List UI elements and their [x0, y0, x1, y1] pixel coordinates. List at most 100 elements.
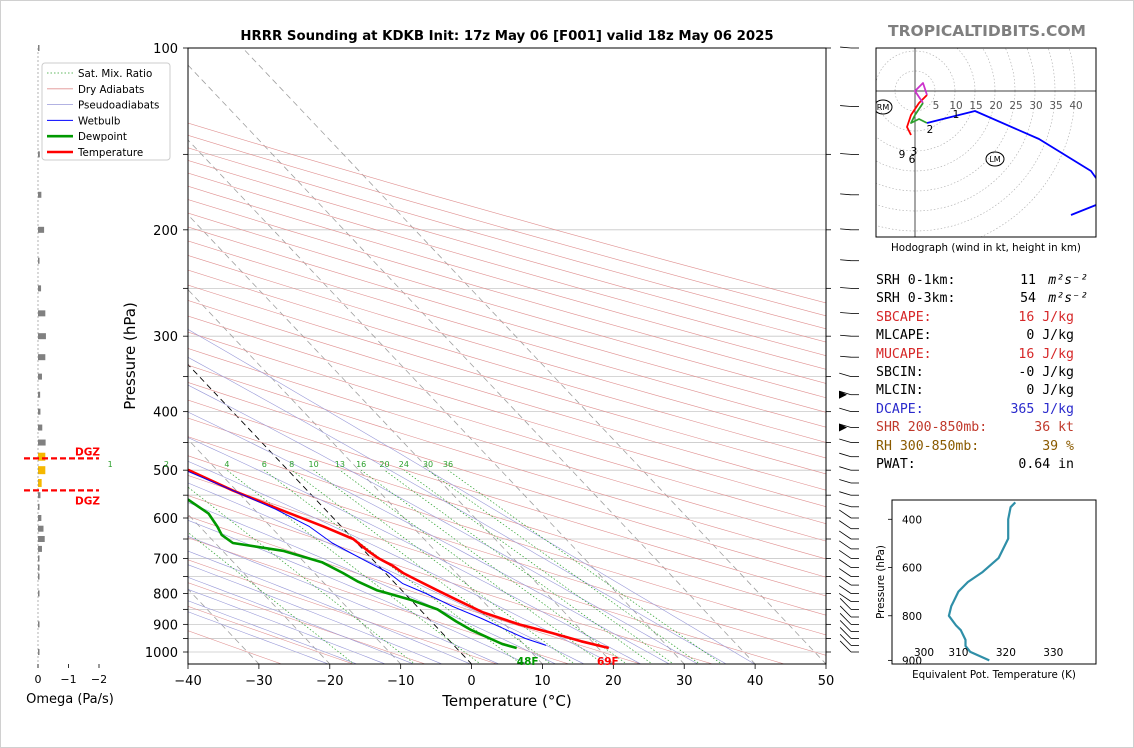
parameter-label: MLCIN: [876, 383, 924, 399]
y-tick-label: 200 [153, 224, 178, 239]
omega-bar [38, 257, 40, 264]
dewpoint-profile [188, 498, 518, 650]
barb-staff [840, 312, 852, 314]
hodograph-caption: Hodograph (wind in kt, height in km) [891, 242, 1081, 254]
wind-barb [839, 491, 859, 496]
wind-barb [839, 605, 859, 618]
dry-adiabat [188, 382, 826, 578]
omega-bar [38, 515, 42, 522]
barb-staff [840, 259, 852, 262]
barb-staff [838, 568, 852, 577]
barb-staff [840, 228, 852, 231]
parameter-row: MLCIN: 0 J/kg [876, 382, 1096, 400]
parameter-label: SBCAPE: [876, 309, 932, 325]
dry-adiabat [188, 185, 826, 370]
wind-barb [839, 634, 859, 646]
dgz-label: DGZ [75, 446, 100, 458]
theta-e-frame [891, 499, 1097, 665]
omega-bar [38, 151, 40, 158]
theta-e-xtick-label: 310 [948, 647, 968, 659]
parameter-row: MUCAPE: 16 J/kg [876, 346, 1096, 364]
legend-box [41, 62, 171, 161]
parameter-label: SHR 200-850mb: [876, 420, 988, 436]
omega-bar [38, 226, 45, 233]
y-tick-label: 800 [153, 587, 178, 602]
dry-adiabat [188, 134, 826, 317]
wind-barb [840, 312, 859, 314]
parameter-label: SRH 0-1km: [876, 273, 956, 288]
hodograph-height-label: 3 [911, 146, 918, 158]
wind-barb [839, 640, 859, 653]
theta-e-xtick-label: 320 [996, 647, 1016, 659]
omega-bar [38, 45, 40, 51]
parameter-label: MUCAPE: [876, 346, 932, 362]
hodograph-ring-label: 5 [933, 100, 940, 112]
wind-barb [840, 105, 859, 107]
dry-adiabat [188, 199, 826, 384]
hodograph-ring-label: 30 [1029, 100, 1042, 112]
hodograph-segment [906, 94, 928, 136]
parameter-row: SBCIN: -0 J/kg [876, 364, 1096, 382]
wind-barb [839, 452, 859, 458]
moist-adiabat [188, 611, 330, 664]
parameter-label: PWAT: [876, 456, 916, 472]
legend-entry: Sat. Mix. Ratio [78, 68, 152, 80]
moist-adiabat [188, 519, 528, 664]
omega-tick-label: 0 [35, 673, 42, 686]
barb-staff [840, 287, 852, 289]
parameter-row: MLCAPE: 0 J/kg [876, 327, 1096, 345]
moist-adiabat [188, 589, 386, 664]
omega-bar [38, 439, 46, 446]
y-tick-label: 700 [153, 552, 178, 567]
legend-entry: Pseudoadiabats [78, 100, 159, 112]
barb-staff [840, 105, 852, 107]
hodograph-segment [910, 102, 928, 124]
wind-barb [839, 598, 859, 610]
hodograph-ring-label: 15 [969, 100, 982, 112]
wind-barb [839, 390, 859, 399]
wind-barb [838, 530, 859, 540]
wind-barbs [838, 46, 859, 653]
mixing-ratio-line [384, 469, 653, 664]
x-tick-label: −10 [387, 674, 414, 689]
omega-bar [38, 310, 46, 317]
hodograph-segment [914, 82, 928, 104]
legend-entry: Temperature [77, 147, 143, 159]
theta-e-xlabel: Equivalent Pot. Temperature (K) [912, 669, 1076, 681]
parameter-row: PWAT: 0.64 in [876, 456, 1096, 474]
mixing-ratio-label: 36 [443, 460, 453, 469]
dry-adiabat [188, 172, 826, 356]
moist-adiabat [188, 536, 500, 664]
isotherm [188, 438, 402, 664]
parameter-label: RH 300-850mb: [876, 438, 980, 454]
barb-staff [838, 593, 852, 602]
omega-bar [38, 424, 43, 431]
wind-barb [840, 355, 859, 358]
parameter-value: 16 J/kg [1018, 309, 1074, 325]
dry-adiabat [188, 284, 826, 475]
barb-staff [839, 627, 852, 639]
parameter-value: 0 J/kg [1026, 328, 1074, 344]
omega-bar [38, 545, 42, 552]
mixing-ratio-label: 30 [423, 460, 433, 469]
hodograph-ring-label: 25 [1009, 100, 1022, 112]
barb-staff [839, 438, 852, 443]
x-tick-label: 30 [676, 674, 693, 689]
parameter-unit: m²s⁻² [1048, 273, 1088, 288]
omega-bar [38, 492, 41, 499]
barb-pennant [839, 390, 847, 399]
parameter-row: SRH 0-1km: 11 m²s⁻² [876, 272, 1096, 290]
barb-staff [840, 153, 852, 155]
omega-bar [38, 525, 44, 532]
moist-adiabat [188, 577, 415, 664]
wind-barb [838, 559, 859, 568]
dry-adiabat [188, 399, 826, 597]
dry-adiabat [188, 269, 826, 459]
omega-panel: DGZ DGZ 0 −1 −2 Omega (Pa/s) [24, 45, 114, 707]
hodograph-marker [876, 99, 893, 115]
watermark: TROPICALTIDBITS.COM [888, 22, 1086, 40]
barb-staff [839, 372, 852, 377]
omega-bar [38, 354, 46, 361]
